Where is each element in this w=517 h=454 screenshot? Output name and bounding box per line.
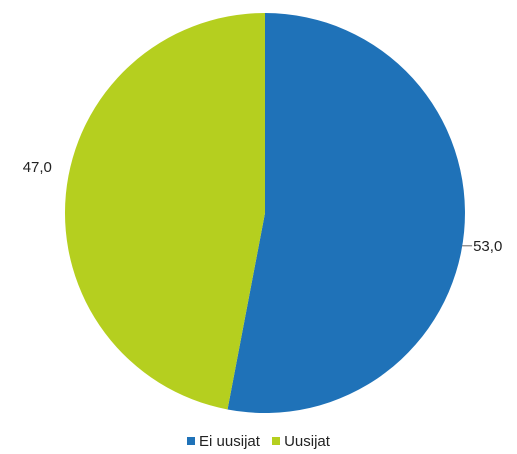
pie-slice-uusijat xyxy=(64,13,265,410)
pie-slices xyxy=(64,13,465,414)
pie-slice-ei-uusijat xyxy=(227,13,465,414)
legend-item-uusijat: Uusijat xyxy=(272,433,330,450)
legend-swatch-uusijat xyxy=(272,437,281,445)
legend-swatch-ei-uusijat xyxy=(187,437,196,445)
data-label-ei-uusijat: 53,0 xyxy=(473,238,502,255)
legend-label-uusijat: Uusijat xyxy=(284,432,330,450)
legend: Ei uusijat Uusijat xyxy=(0,432,517,450)
data-label-uusijat: 47,0 xyxy=(23,159,52,176)
data-labels: 53,0 47,0 xyxy=(23,159,503,255)
legend-item-ei-uusijat: Ei uusijat xyxy=(187,433,260,450)
legend-label-ei-uusijat: Ei uusijat xyxy=(199,432,260,450)
